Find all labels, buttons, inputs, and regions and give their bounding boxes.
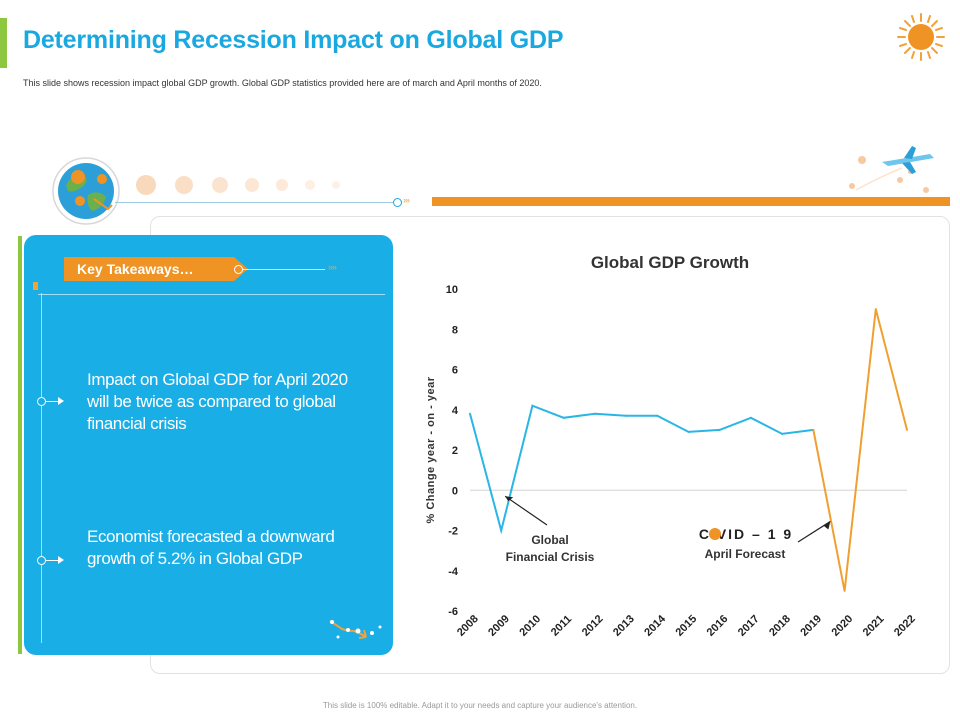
y-tick-label: 6 [452, 365, 458, 377]
x-tick-label: 2017 [736, 613, 762, 639]
footer-note: This slide is 100% editable. Adapt it to… [322, 701, 638, 710]
arrow-right-icon [58, 397, 64, 405]
panel-vertical-line [41, 293, 42, 643]
globe-virus-icon [52, 157, 120, 225]
y-tick-label: -4 [448, 566, 459, 578]
airplane-icon [849, 146, 934, 193]
arrow-right-icon [58, 556, 64, 564]
y-tick-label: 4 [452, 405, 459, 417]
x-tick-label: 2014 [642, 612, 668, 638]
x-tick-label: 2016 [705, 613, 731, 639]
header-connector-node [393, 198, 402, 207]
data-point [874, 308, 877, 311]
series-line [812, 308, 908, 592]
bullet-node [37, 397, 46, 406]
chevrons-icon: ›››› [328, 262, 337, 272]
data-point [906, 428, 908, 431]
panel-green-strip [18, 236, 22, 654]
y-tick-label: 0 [452, 485, 458, 497]
data-point [718, 428, 721, 431]
x-tick-label: 2011 [549, 613, 574, 638]
data-point [656, 414, 659, 417]
x-tick-label: 2022 [892, 613, 918, 639]
y-tick-label: 10 [446, 284, 458, 296]
header-connector-line [115, 202, 395, 203]
x-tick-label: 2015 [673, 613, 699, 639]
x-tick-label: 2012 [580, 613, 606, 639]
panel-horizontal-line [38, 294, 385, 295]
y-tick-label: 2 [452, 445, 458, 457]
bullet-node [37, 556, 46, 565]
page-subtitle: This slide shows recession impact global… [23, 78, 542, 88]
title-accent-bar [0, 18, 7, 68]
y-axis-label: % Change year - on - year [425, 376, 437, 523]
bullet-line [46, 401, 60, 402]
data-point [562, 416, 565, 419]
x-tick-label: 2020 [830, 613, 856, 639]
key-takeaways-panel: Key Takeaways… ›››› Impact on Global GDP… [24, 235, 393, 655]
data-point [781, 432, 784, 435]
takeaway-item: Economist forecasted a downward growth o… [87, 527, 335, 568]
orange-divider-band [432, 197, 950, 206]
bullet-line [46, 560, 60, 561]
annotation-label: Global [531, 533, 568, 547]
chart-title: Global GDP Growth [591, 253, 749, 272]
annotation-label: C VID – 1 9 [699, 526, 793, 542]
data-point [469, 412, 471, 415]
panel-marker [33, 282, 38, 290]
annotation-arrowhead [823, 521, 831, 530]
x-tick-label: 2008 [455, 613, 481, 639]
data-point [812, 428, 815, 431]
data-point [843, 589, 846, 592]
key-takeaways-heading: Key Takeaways… [64, 257, 234, 281]
x-tick-label: 2018 [767, 613, 793, 639]
annotation-arrow-line [504, 495, 548, 526]
x-tick-label: 2010 [517, 613, 543, 639]
x-tick-label: 2009 [486, 613, 512, 639]
annotation-arrowhead [505, 496, 514, 502]
x-tick-label: 2021 [861, 613, 887, 639]
data-point [593, 412, 596, 415]
downtrend-icon [329, 620, 382, 639]
x-tick-label: 2019 [798, 613, 824, 639]
data-point [531, 404, 534, 407]
x-tick-label: 2013 [611, 613, 637, 639]
page-title: Determining Recession Impact on Global G… [23, 26, 564, 54]
series-line [469, 404, 814, 535]
heading-node [234, 265, 243, 274]
annotation-label: April Forecast [705, 547, 786, 561]
y-tick-label: -2 [448, 526, 458, 538]
chevrons-icon: ››› [403, 195, 410, 205]
decorative-dots [136, 175, 340, 195]
data-point [687, 430, 690, 433]
data-point [625, 414, 628, 417]
gdp-growth-line-chart: Global GDP Growth % Change year - on - y… [425, 253, 918, 639]
heading-line [243, 269, 325, 270]
sun-icon [897, 13, 945, 61]
virus-icon [709, 528, 721, 540]
data-point [500, 529, 503, 532]
y-tick-label: 8 [452, 324, 458, 336]
annotation-label: Financial Crisis [506, 550, 595, 564]
y-tick-label: -6 [448, 606, 458, 618]
data-point [749, 416, 752, 419]
takeaway-item: Impact on Global GDP for April 2020 will… [87, 370, 348, 433]
